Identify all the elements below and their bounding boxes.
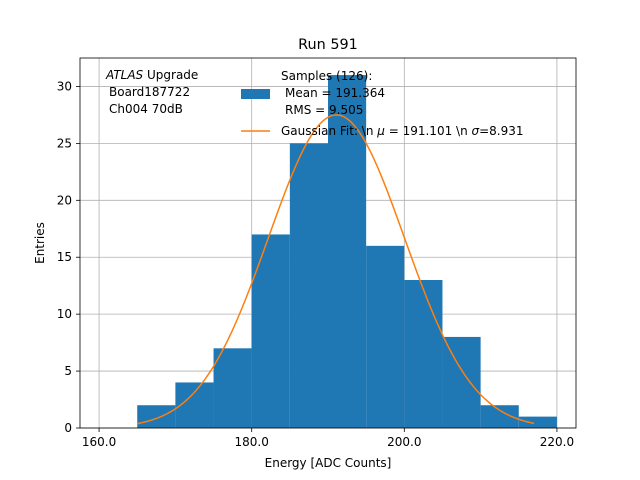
y-tick-label: 15 [57, 250, 72, 264]
legend-fit-sigma: σ [472, 124, 480, 138]
histogram-bar [366, 245, 405, 428]
histogram-bar [289, 143, 328, 428]
x-tick-label: 160.0 [82, 435, 116, 449]
upgrade-label: Upgrade [143, 68, 198, 82]
atlas-label-line1: ATLAS Upgrade [105, 68, 198, 82]
x-axis-ticks: 160.0 180.0 200.0 220.0 [82, 428, 574, 449]
legend-samples-line3: RMS = 9.505 [285, 103, 363, 117]
histogram-bar [442, 336, 481, 428]
atlas-annotation: ATLAS Upgrade Board187722 Ch004 70dB [105, 68, 198, 116]
histogram-bar [404, 280, 443, 428]
chart-title: Run 591 [298, 37, 358, 53]
gaussian-fit-curve [137, 114, 535, 425]
x-tick-label: 200.0 [387, 435, 421, 449]
legend-samples-swatch [241, 89, 270, 99]
y-tick-label: 25 [57, 136, 72, 150]
y-tick-label: 0 [64, 421, 72, 435]
legend-samples-line2: Mean = 191.364 [285, 86, 385, 100]
legend: Samples (126): Mean = 191.364 RMS = 9.50… [241, 69, 524, 138]
y-tick-label: 30 [57, 79, 72, 93]
y-tick-label: 20 [57, 193, 72, 207]
y-tick-label: 5 [64, 364, 72, 378]
legend-fit-label: Gaussian Fit: \n μ = 191.101 \n σ=8.931 [281, 124, 524, 138]
x-tick-label: 220.0 [540, 435, 574, 449]
y-tick-label: 10 [57, 307, 72, 321]
atlas-label: ATLAS [105, 68, 144, 82]
histogram-bar [251, 234, 290, 428]
legend-fit-mu: μ [376, 124, 385, 138]
legend-samples-line1: Samples (126): [281, 69, 372, 83]
histogram-bar [480, 405, 519, 428]
legend-fit-suffix: =8.931 [479, 124, 523, 138]
x-tick-label: 180.0 [235, 435, 269, 449]
channel-label: Ch004 70dB [109, 102, 183, 116]
histogram-bar [137, 405, 176, 428]
plot-frame [79, 57, 577, 429]
x-axis-label: Energy [ADC Counts] [265, 456, 392, 470]
histogram-bar [213, 348, 252, 428]
y-axis-ticks: 0 5 10 15 20 25 30 [57, 79, 80, 435]
histogram-bar [518, 416, 557, 428]
legend-fit-prefix: Gaussian Fit: \n [281, 124, 377, 138]
histogram-bar [175, 382, 214, 428]
board-label: Board187722 [109, 85, 190, 99]
y-axis-label: Entries [33, 222, 47, 264]
legend-fit-mid: = 191.101 \n [385, 124, 472, 138]
